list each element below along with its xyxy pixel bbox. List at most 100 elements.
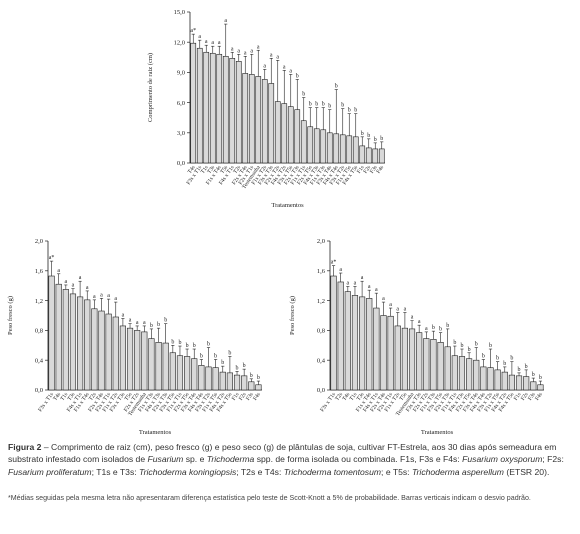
bar-10 bbox=[394, 325, 401, 391]
y-tick-label: 6,0 bbox=[177, 100, 185, 107]
significance-letter: b bbox=[518, 367, 521, 373]
significance-letter: a bbox=[418, 319, 421, 325]
chart-panel-1: 0,0 3,0 6,0 9,0 12,0 15,0 Comprimento de raiz … bbox=[147, 9, 385, 209]
bar-23 bbox=[333, 133, 340, 164]
significance-letter: b bbox=[503, 361, 506, 367]
significance-letter: a bbox=[231, 46, 234, 52]
bar-1 bbox=[190, 42, 197, 164]
category-label: F3s bbox=[245, 392, 255, 402]
category-label: F3s bbox=[527, 392, 537, 402]
y-tick-label: 0,4 bbox=[317, 357, 326, 364]
significance-letter: b bbox=[335, 84, 338, 90]
bar-29 bbox=[372, 148, 379, 164]
y-tick-label: 12,0 bbox=[174, 39, 185, 46]
category-label: T1s bbox=[60, 392, 70, 402]
bar-7 bbox=[229, 58, 236, 164]
significance-letter: b bbox=[374, 137, 377, 143]
bar-11 bbox=[401, 327, 408, 391]
y-tick-label: 0,4 bbox=[35, 357, 44, 364]
bar-15 bbox=[148, 338, 155, 391]
bar-9 bbox=[105, 313, 112, 391]
category-label: F1s bbox=[513, 392, 523, 402]
bar-8 bbox=[380, 315, 387, 391]
significance-letter: a bbox=[122, 312, 125, 318]
bar-22 bbox=[326, 132, 333, 164]
significance-letter: a bbox=[72, 283, 75, 289]
bar-10 bbox=[112, 316, 119, 391]
caption-italic-2: Trichoderma bbox=[206, 454, 255, 465]
category-label: T5s bbox=[124, 392, 134, 402]
significance-letter: a bbox=[205, 39, 208, 45]
bar-16 bbox=[155, 342, 162, 391]
category-label: T3s bbox=[206, 165, 216, 175]
bar-20 bbox=[184, 356, 191, 391]
bar-28 bbox=[523, 376, 530, 391]
significance-letter: a bbox=[368, 284, 371, 290]
significance-letter: b bbox=[157, 322, 160, 328]
bar-25 bbox=[219, 371, 226, 391]
category-label: T3s bbox=[356, 392, 366, 402]
significance-letter: b bbox=[367, 133, 370, 139]
category-label: F3s x T1s bbox=[319, 392, 337, 413]
significance-letter: b bbox=[309, 102, 312, 108]
bar-23 bbox=[205, 366, 212, 391]
significance-letter: a bbox=[136, 320, 139, 326]
bar-14 bbox=[141, 331, 148, 391]
significance-letter: a bbox=[257, 44, 260, 50]
significance-letter: b bbox=[296, 73, 299, 79]
bar-11 bbox=[119, 325, 126, 391]
y-tick-label: 15,0 bbox=[174, 9, 185, 16]
bar-27 bbox=[515, 375, 523, 391]
significance-letter: a bbox=[396, 307, 399, 313]
bar-22 bbox=[480, 366, 487, 391]
significance-letter: b bbox=[439, 327, 442, 333]
significance-letter: a bbox=[339, 267, 342, 273]
significance-letter: b bbox=[525, 364, 528, 370]
category-label: T1s bbox=[200, 165, 210, 175]
x-axis-label: Tratamentos bbox=[139, 429, 172, 436]
bar-3 bbox=[62, 289, 69, 391]
caption-italic-4: Fusarium proliferatum bbox=[8, 466, 92, 477]
y-tick-label: 0,8 bbox=[317, 328, 325, 335]
bar-11 bbox=[255, 76, 262, 164]
caption-text-4: ; F2s: bbox=[542, 454, 564, 465]
bar-8 bbox=[235, 61, 242, 164]
category-label: T1s bbox=[349, 392, 359, 402]
significance-letter: b bbox=[482, 353, 485, 359]
y-tick-label: 0,0 bbox=[317, 387, 325, 394]
bar-25 bbox=[346, 135, 353, 164]
bar-29 bbox=[248, 381, 255, 391]
significance-letter: a bbox=[289, 68, 292, 74]
bar-8 bbox=[98, 310, 105, 391]
bar-27 bbox=[359, 145, 366, 164]
caption-text-3: spp. de forma isolada ou combinada. F1s,… bbox=[254, 454, 463, 465]
bar-7 bbox=[373, 307, 380, 391]
significance-letter: b bbox=[315, 102, 318, 108]
y-tick-label: 1,6 bbox=[317, 268, 326, 275]
category-label: T5s bbox=[219, 165, 229, 175]
significance-letter: a bbox=[250, 48, 253, 54]
category-label: T4s bbox=[52, 392, 62, 402]
y-tick-label: 3,0 bbox=[177, 130, 185, 137]
y-tick-label: 1,2 bbox=[35, 298, 43, 305]
bar-5 bbox=[359, 296, 366, 391]
bar-9 bbox=[387, 315, 394, 391]
category-label: F4s bbox=[252, 392, 262, 402]
significance-letter: b bbox=[250, 373, 253, 379]
bar-12 bbox=[126, 327, 134, 391]
significance-letter: a* bbox=[49, 255, 55, 261]
caption-text-1: Comprimento de raiz (cm), peso fresco (g… bbox=[8, 442, 557, 465]
bar-18 bbox=[169, 352, 176, 391]
bar-17 bbox=[444, 346, 451, 391]
significance-letter: b bbox=[510, 356, 513, 362]
bar-14 bbox=[274, 101, 281, 164]
significance-letter: a bbox=[129, 318, 132, 324]
bar-27 bbox=[233, 374, 241, 391]
bar-30 bbox=[378, 148, 385, 164]
category-label: F1s bbox=[231, 392, 241, 402]
bar-9 bbox=[242, 73, 249, 164]
bar-13 bbox=[416, 332, 423, 391]
caption-italic-6: Trichoderma tomentosum bbox=[283, 466, 382, 477]
significance-letter: b bbox=[164, 318, 167, 324]
y-tick-label: 1,6 bbox=[35, 268, 44, 275]
